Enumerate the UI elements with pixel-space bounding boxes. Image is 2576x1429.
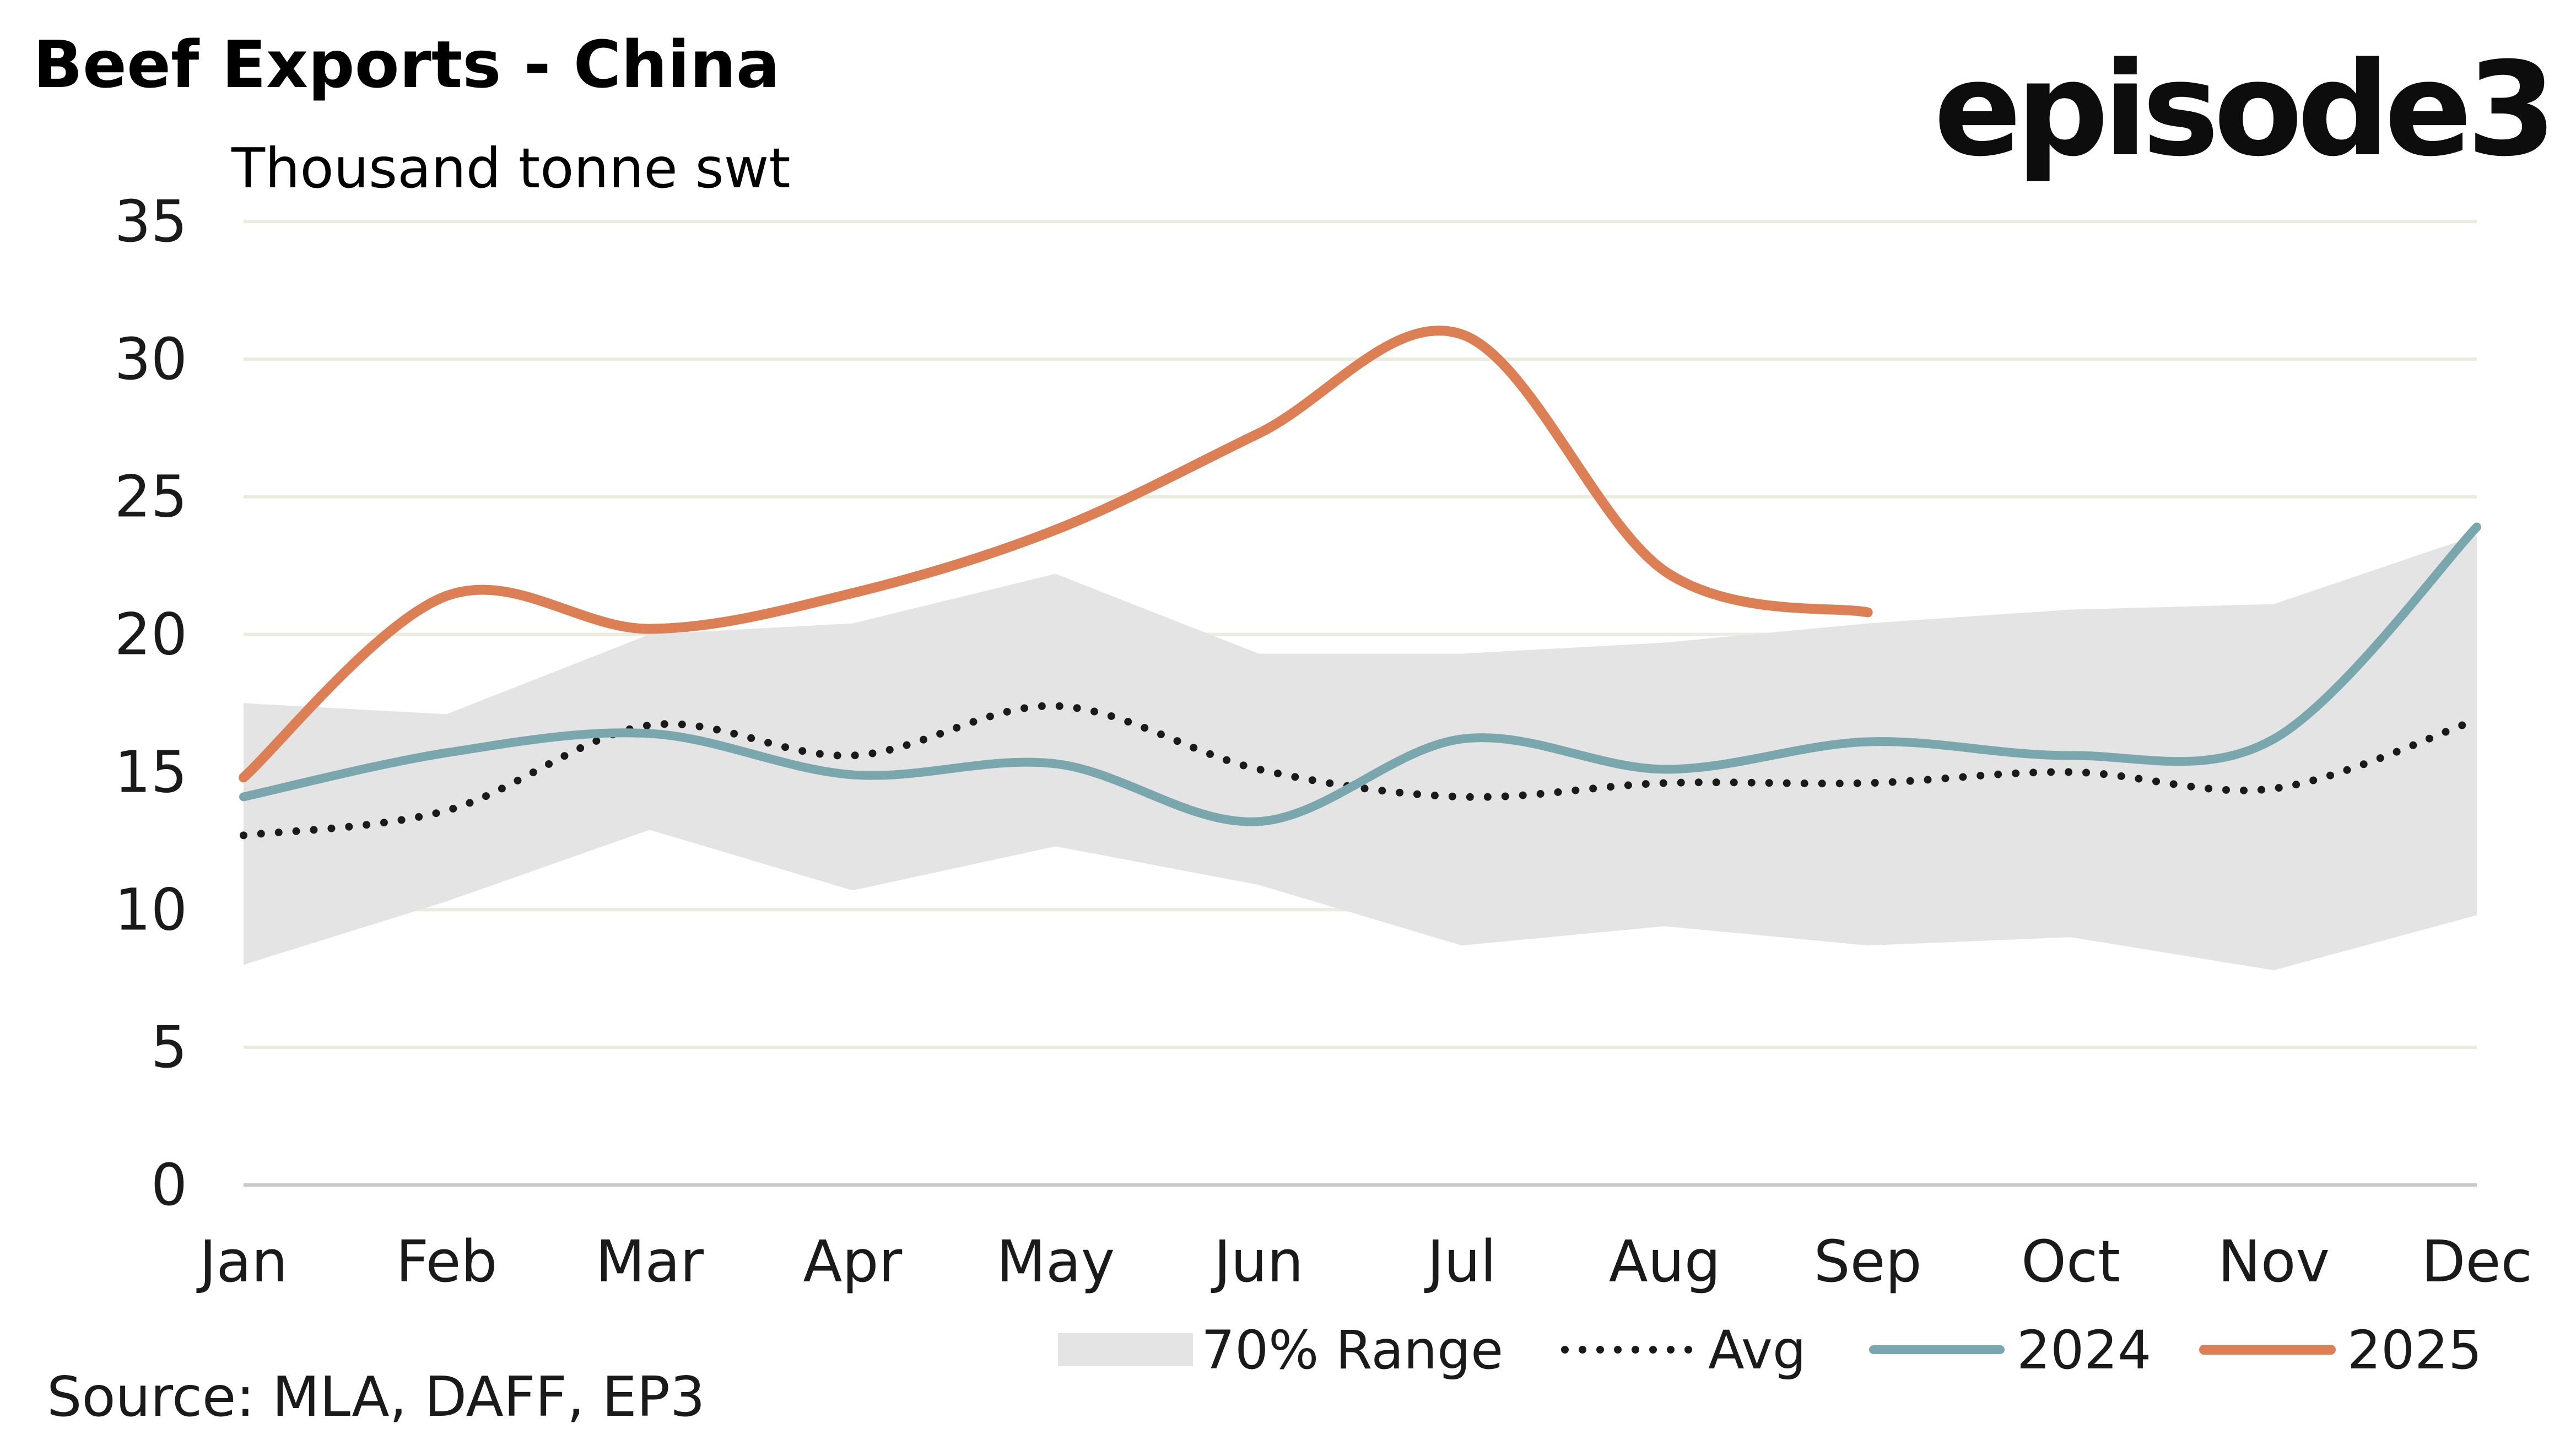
x-axis-ticks: Jan Feb Mar Apr May Jun Jul Aug Sep Oct Nov Dec [196,1228,2532,1295]
series-lines [239,326,2481,840]
y-tick-label: 0 [151,1151,187,1219]
legend: 70% Range Avg 2024 2025 [1058,1319,2482,1381]
x-tick-label: Mar [596,1228,704,1295]
y-tick-label: 30 [115,326,187,393]
x-tick-label: Jan [196,1228,288,1295]
range-band [244,535,2477,971]
legend-label-range: 70% Range [1201,1319,1503,1381]
legend-label-avg: Avg [1708,1319,1806,1381]
episode3-logo: episode3 [1934,35,2551,185]
legend-label-2025: 2025 [2347,1319,2482,1381]
y-tick-label: 25 [115,463,187,531]
y-tick-label: 5 [151,1014,187,1081]
x-tick-label: Nov [2218,1228,2330,1295]
y-axis-unit-label: Thousand tonne swt [231,136,791,201]
y-tick-label: 20 [115,601,187,668]
x-tick-label: Oct [2021,1228,2120,1295]
x-tick-label: Jul [1424,1228,1496,1295]
y-tick-label: 10 [115,876,187,943]
series-line-2025 [239,326,1873,783]
legend-swatch-range [1058,1333,1193,1366]
x-tick-label: Sep [1814,1228,1922,1295]
y-tick-label: 35 [115,188,187,255]
y-axis-ticks: 0 5 10 15 20 25 30 35 [115,188,187,1219]
series-line-2024 [239,522,2481,826]
x-tick-label: Dec [2421,1228,2532,1295]
x-tick-label: Jun [1211,1228,1304,1295]
x-tick-label: Apr [803,1228,902,1295]
range-band-area [244,535,2477,971]
y-tick-label: 15 [115,738,187,805]
x-tick-label: May [996,1228,1115,1295]
legend-label-2024: 2024 [2017,1319,2151,1381]
chart-title: Beef Exports - China [33,26,780,102]
source-note: Source: MLA, DAFF, EP3 [47,1365,705,1429]
x-tick-label: Aug [1609,1228,1721,1295]
x-tick-label: Feb [396,1228,497,1295]
